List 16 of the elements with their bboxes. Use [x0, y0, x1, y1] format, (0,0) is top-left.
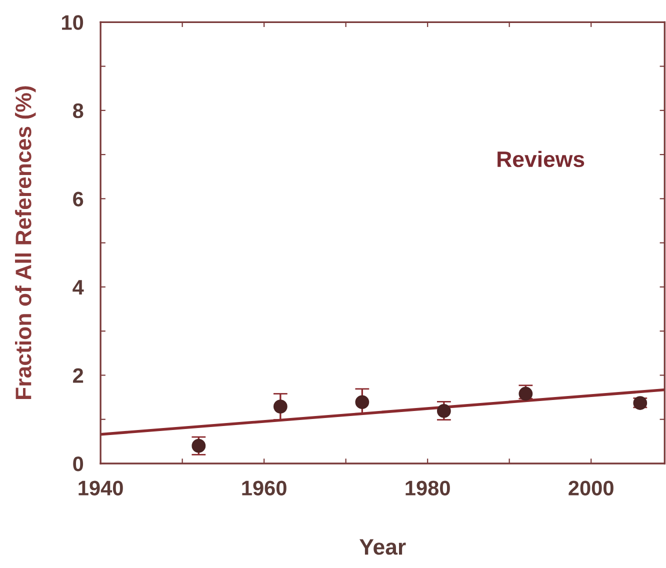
y-tick-label: 6	[73, 192, 84, 206]
x-tick-label: 1980	[406, 480, 450, 496]
x-axis-title: Year	[360, 539, 406, 555]
y-tick-label: 4	[72, 280, 84, 294]
point	[355, 395, 370, 410]
annotation: Reviews	[498, 150, 584, 168]
point	[273, 400, 288, 414]
y-tick-label: 2	[73, 368, 84, 383]
y-axis-title: Fraction of All References (%)	[15, 86, 36, 399]
y-tick-label: 8	[72, 103, 84, 118]
point	[436, 404, 451, 418]
x-tick-label: 2000	[568, 480, 614, 496]
y-tick-label: 0	[73, 456, 84, 472]
x-tick-label: 1940	[78, 480, 123, 496]
y-tick-label: 10	[62, 15, 84, 30]
x-tick-label: 1960	[242, 480, 286, 496]
